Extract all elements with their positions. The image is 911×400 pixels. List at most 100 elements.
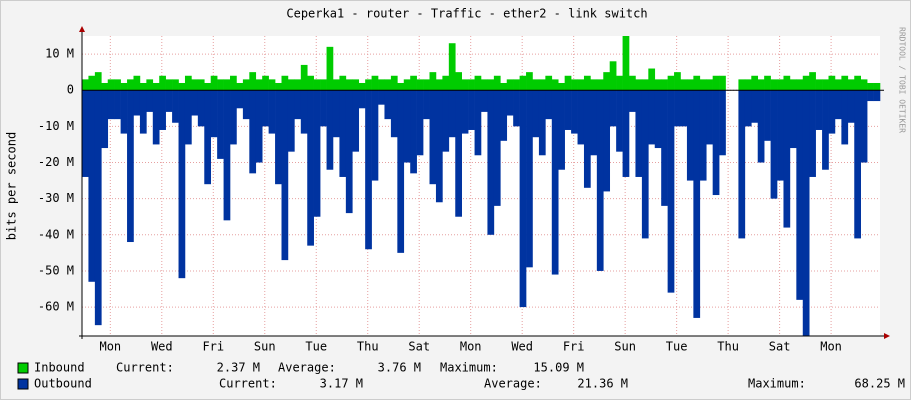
area-step xyxy=(249,72,257,91)
area-step xyxy=(719,75,726,91)
y-tick-label: 0 xyxy=(67,83,74,97)
area-step xyxy=(300,64,308,91)
area-step xyxy=(281,75,289,91)
legend-stat-label: Average: xyxy=(278,361,336,375)
area-step xyxy=(719,90,726,156)
area-step xyxy=(262,75,269,91)
area-step xyxy=(545,75,553,91)
area-step xyxy=(867,90,874,102)
area-step xyxy=(358,90,366,109)
area-step xyxy=(204,82,212,91)
area-step xyxy=(397,82,405,91)
area-step xyxy=(796,79,804,91)
area-step xyxy=(165,90,173,112)
chart-title: Ceperka1 - router - Traffic - ether2 - l… xyxy=(286,7,647,21)
legend-stat-value: 21.36 M xyxy=(577,377,628,391)
legend-stat-label: Current: xyxy=(116,361,174,375)
area-step xyxy=(416,90,424,156)
area-step xyxy=(429,90,437,185)
area-step xyxy=(526,72,533,91)
area-step xyxy=(770,79,778,91)
area-step xyxy=(616,90,623,152)
area-step xyxy=(706,90,713,145)
area-step xyxy=(197,79,205,91)
area-step xyxy=(738,90,746,239)
area-step xyxy=(744,90,752,127)
area-step xyxy=(184,90,192,145)
area-step xyxy=(416,79,424,91)
area-step xyxy=(699,90,707,181)
area-step xyxy=(699,79,707,91)
x-tick-label: Sat xyxy=(769,340,791,354)
area-step xyxy=(326,90,334,170)
area-step xyxy=(223,90,231,221)
x-tick-label: Thu xyxy=(357,340,379,354)
area-step xyxy=(384,90,392,120)
legend-stat-value: 3.17 M xyxy=(320,377,363,391)
axis-arrow xyxy=(884,333,890,339)
area-step xyxy=(146,79,154,91)
area-step xyxy=(165,79,173,91)
area-step xyxy=(275,82,282,91)
area-step xyxy=(654,79,662,91)
area-step xyxy=(558,90,565,170)
area-step xyxy=(609,61,617,91)
area-step xyxy=(255,90,263,163)
area-step xyxy=(860,90,868,163)
x-tick-label: Sun xyxy=(254,340,276,354)
area-step xyxy=(783,75,791,91)
area-step xyxy=(815,90,823,130)
area-step xyxy=(796,90,804,300)
watermark: RRDTOOL / TOBI OETIKER xyxy=(898,27,907,133)
x-tick-label: Fri xyxy=(202,340,224,354)
area-step xyxy=(365,90,372,250)
area-step xyxy=(538,79,546,91)
area-step xyxy=(481,90,488,112)
area-step xyxy=(789,79,797,91)
area-step xyxy=(223,79,231,91)
y-tick-label: 10 M xyxy=(45,47,74,61)
area-step xyxy=(809,90,816,177)
area-step xyxy=(262,90,269,127)
area-step xyxy=(294,79,302,91)
area-step xyxy=(680,90,688,127)
area-step xyxy=(519,75,527,91)
area-step xyxy=(159,90,166,130)
x-tick-label: Mon xyxy=(820,340,842,354)
area-step xyxy=(867,82,874,91)
area-step xyxy=(815,79,823,91)
area-step xyxy=(757,90,765,163)
area-step xyxy=(834,90,842,120)
area-step xyxy=(320,79,327,91)
area-step xyxy=(197,90,205,127)
area-step xyxy=(127,79,134,91)
area-step xyxy=(847,79,855,91)
legend-label: Outbound xyxy=(34,377,92,391)
area-step xyxy=(339,75,347,91)
area-step xyxy=(435,79,443,91)
area-step xyxy=(828,90,836,134)
area-step xyxy=(82,79,89,91)
area-step xyxy=(326,46,334,91)
area-step xyxy=(242,79,250,91)
area-step xyxy=(294,90,302,120)
area-step xyxy=(230,75,237,91)
area-step xyxy=(847,90,855,123)
area-step xyxy=(513,79,520,91)
area-step xyxy=(590,79,598,91)
area-step xyxy=(236,82,244,91)
area-step xyxy=(332,79,340,91)
legend-stat-label: Maximum: xyxy=(748,377,806,391)
area-step xyxy=(442,90,450,152)
area-step xyxy=(403,79,411,91)
area-step xyxy=(577,90,585,145)
area-step xyxy=(429,72,437,91)
area-step xyxy=(551,79,559,91)
area-step xyxy=(281,90,289,261)
area-step xyxy=(133,90,141,116)
area-step xyxy=(809,72,816,91)
area-step xyxy=(423,90,430,120)
area-step xyxy=(828,75,836,91)
area-step xyxy=(384,79,392,91)
area-step xyxy=(487,90,495,235)
